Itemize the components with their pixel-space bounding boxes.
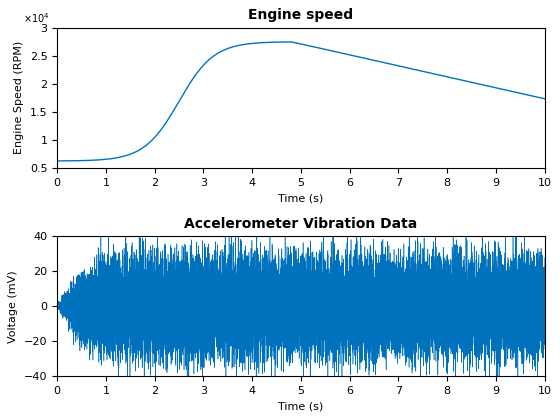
X-axis label: Time (s): Time (s): [278, 193, 324, 203]
X-axis label: Time (s): Time (s): [278, 402, 324, 412]
Text: $\times10^{4}$: $\times10^{4}$: [23, 11, 50, 25]
Y-axis label: Voltage (mV): Voltage (mV): [8, 270, 18, 343]
Title: Accelerometer Vibration Data: Accelerometer Vibration Data: [184, 217, 418, 231]
Y-axis label: Engine Speed (RPM): Engine Speed (RPM): [14, 41, 24, 154]
Title: Engine speed: Engine speed: [248, 8, 353, 22]
